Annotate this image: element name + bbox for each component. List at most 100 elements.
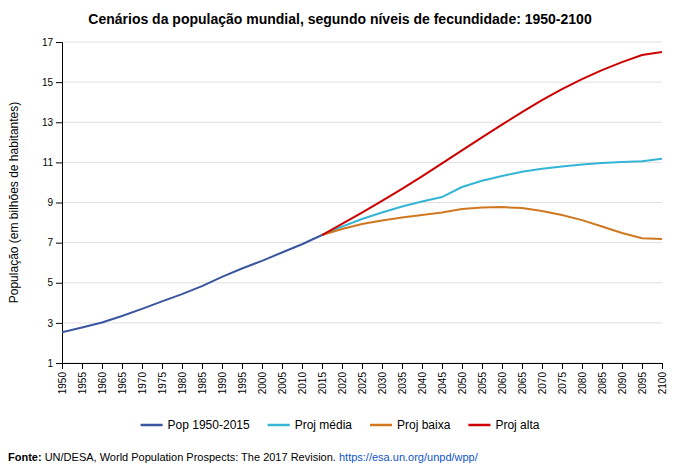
- legend-label: Pop 1950-2015: [168, 418, 250, 432]
- x-tick: 2085: [597, 363, 608, 394]
- x-tick: 2080: [577, 363, 588, 394]
- x-tick-mark: [502, 363, 503, 369]
- x-tick-mark: [202, 363, 203, 369]
- x-tick: 2030: [377, 363, 388, 394]
- legend-swatch: [141, 424, 163, 427]
- grid-line: [62, 282, 662, 283]
- x-tick-mark: [482, 363, 483, 369]
- y-tick-mark: [56, 363, 62, 364]
- series-line: [322, 207, 662, 239]
- legend: Pop 1950-2015 Proj média Proj baixa Proj al…: [141, 418, 540, 432]
- y-axis-line: [56, 43, 63, 364]
- x-tick-mark: [222, 363, 223, 369]
- y-tick: 9: [47, 197, 62, 208]
- x-tick-mark: [82, 363, 83, 369]
- annotation: UN/DESA, World Population Prospects: The…: [42, 451, 339, 463]
- x-tick-mark: [122, 363, 123, 369]
- x-tick-mark: [302, 363, 303, 369]
- x-tick-mark: [282, 363, 283, 369]
- x-tick: 1965: [117, 363, 128, 394]
- x-tick: 2090: [617, 363, 628, 394]
- grid-line: [62, 42, 662, 43]
- plot: 1950195519601965197019751980198519901995…: [42, 37, 668, 395]
- y-axis-title: População (em bilhões de habitantes): [7, 102, 21, 303]
- x-tick-mark: [542, 363, 543, 369]
- legend-item: Proj baixa: [370, 418, 451, 432]
- x-tick-mark: [602, 363, 603, 369]
- y-tick-mark: [56, 283, 62, 284]
- x-tick-mark: [562, 363, 563, 369]
- y-tick: 11: [43, 157, 62, 168]
- legend-item: Proj alta: [468, 418, 539, 432]
- y-tick: 15: [42, 77, 62, 88]
- series-line: [62, 235, 322, 332]
- x-axis: 1950195519601965197019751980198519901995…: [57, 363, 668, 394]
- y-tick-mark: [56, 162, 62, 163]
- y-tick: 7: [47, 237, 62, 248]
- x-tick-label: 2095: [637, 372, 648, 395]
- y-tick-mark: [56, 243, 62, 244]
- x-tick: 1985: [197, 363, 208, 394]
- x-tick-mark: [402, 363, 403, 369]
- grid-line: [62, 162, 662, 163]
- x-tick-label: 2025: [357, 372, 368, 395]
- y-tick-mark: [56, 122, 62, 123]
- y-tick-label: 11: [43, 157, 54, 168]
- x-tick: 2015: [317, 363, 328, 394]
- x-axis-line: [63, 364, 663, 370]
- x-tick-mark: [262, 363, 263, 369]
- x-tick-label: 2055: [477, 372, 488, 395]
- x-tick-label: 2040: [417, 372, 428, 395]
- x-tick: 2045: [437, 363, 448, 394]
- footer: Fonte: UN/DESA, World Population Prospec…: [8, 451, 479, 463]
- x-tick: 1970: [137, 363, 148, 394]
- x-tick: 2005: [277, 363, 288, 394]
- x-tick-label: 2070: [537, 372, 548, 395]
- x-tick-mark: [242, 363, 243, 369]
- y-tick: 1: [47, 358, 62, 369]
- x-tick: 2025: [357, 363, 368, 394]
- x-tick-label: 1960: [97, 372, 108, 395]
- x-tick-mark: [462, 363, 463, 369]
- x-tick: 2020: [337, 363, 348, 394]
- y-tick-label: 9: [47, 197, 53, 208]
- legend-label: Proj alta: [495, 418, 539, 432]
- series-line: [322, 159, 662, 235]
- x-tick-mark: [582, 363, 583, 369]
- x-tick: 2010: [297, 363, 308, 394]
- x-tick: 2065: [517, 363, 528, 394]
- y-tick-label: 17: [42, 37, 54, 48]
- x-tick-mark: [442, 363, 443, 369]
- x-tick-mark: [382, 363, 383, 369]
- y-tick-label: 5: [47, 277, 53, 288]
- x-tick-label: 2075: [557, 372, 568, 395]
- x-tick-label: 2050: [457, 372, 468, 395]
- y-tick: 5: [47, 277, 62, 288]
- x-tick-mark: [522, 363, 523, 369]
- x-tick-mark: [342, 363, 343, 369]
- x-tick-label: 2085: [597, 372, 608, 395]
- x-tick-label: 1955: [77, 372, 88, 395]
- x-tick-label: 1975: [157, 372, 168, 395]
- y-tick: 13: [42, 117, 62, 128]
- x-tick: 2000: [257, 363, 268, 394]
- x-tick-mark: [662, 363, 663, 369]
- x-tick-label: 1990: [217, 372, 228, 395]
- title: Cenários da população mundial, segundo n…: [88, 11, 592, 27]
- legend-label: Proj média: [295, 418, 353, 432]
- x-tick-label: 2090: [617, 372, 628, 395]
- annotation: https://esa.un.org/unpd/wpp/: [339, 451, 479, 463]
- lines: [62, 52, 662, 332]
- x-tick-label: 2100: [657, 372, 668, 395]
- x-tick: 2060: [497, 363, 508, 394]
- legend-item: Proj média: [268, 418, 353, 432]
- x-tick-label: 2010: [297, 372, 308, 395]
- legend-label: Proj baixa: [397, 418, 451, 432]
- y-tick-mark: [56, 42, 62, 43]
- x-tick: 2070: [537, 363, 548, 394]
- grid-line: [62, 202, 662, 203]
- x-tick: 2035: [397, 363, 408, 394]
- x-tick-mark: [162, 363, 163, 369]
- y-tick-label: 3: [47, 318, 53, 329]
- x-tick-label: 1980: [177, 372, 188, 395]
